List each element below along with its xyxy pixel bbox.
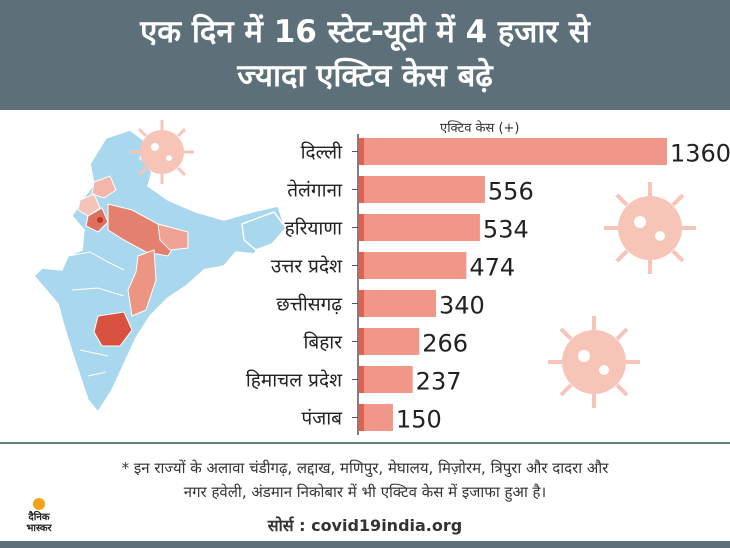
bar-value-label: 556	[488, 178, 534, 206]
bar-edge	[359, 290, 364, 317]
bar-edge	[359, 328, 364, 355]
logo-text-line-1: दैनिक	[28, 512, 50, 523]
bar-value-label: 1360	[670, 140, 730, 168]
bar-edge	[359, 214, 364, 241]
header-banner: एक दिन में 16 स्टेट-यूटी में 4 हजार से ज…	[0, 0, 730, 110]
chart-canvas: दिल्ली 1360 तेलंगाना 556 हरियाणा 534 उत्तर प्र…	[130, 120, 730, 435]
virus-icon	[130, 120, 194, 184]
bar	[359, 138, 667, 165]
category-label: दिल्ली	[301, 141, 343, 164]
headline-line-2: ज्यादा एक्टिव केस बढ़े	[237, 58, 493, 94]
footnote: * इन राज्यों के अलावा चंडीगढ़, लद्दाख, म…	[40, 456, 690, 504]
chhattisgarh-highlight	[127, 249, 157, 317]
delhi-highlight	[97, 217, 103, 223]
footnote-line-2: नगर हवेली, अंडमान निकोबार में भी एक्टिव …	[183, 483, 547, 501]
dainik-bhaskar-logo: दैनिक भास्कर	[18, 498, 60, 534]
india-map-illustration	[32, 129, 287, 414]
northeast-region	[241, 211, 287, 251]
bar-edge	[359, 176, 364, 203]
footer-divider	[0, 442, 730, 444]
virus-icon	[548, 316, 640, 408]
bar	[359, 176, 485, 203]
bar-edge	[359, 366, 364, 393]
category-label: छत्तीसगढ़	[276, 293, 342, 316]
uttar-pradesh-highlight	[107, 203, 179, 257]
state-borders	[67, 251, 125, 377]
bar	[359, 290, 436, 317]
category-label: उत्तर प्रदेश	[271, 255, 343, 278]
category-label: तेलंगाना	[287, 179, 343, 202]
active-cases-bar-chart: दिल्ली 1360 तेलंगाना 556 हरियाणा 534 उत्तर प्र…	[0, 110, 730, 440]
bar	[359, 366, 413, 393]
bar-edge	[359, 404, 364, 431]
bar-value-label: 474	[469, 254, 515, 282]
bar-value-label: 150	[396, 406, 442, 434]
bottom-bar	[0, 541, 730, 548]
bar-value-label: 534	[483, 216, 529, 244]
headline-line-1: एक दिन में 16 स्टेट-यूटी में 4 हजार से	[140, 14, 590, 50]
virus-icon	[604, 182, 696, 274]
category-label: बिहार	[303, 331, 343, 354]
category-label: हरियाणा	[285, 217, 343, 240]
bar	[359, 328, 420, 355]
footnote-line-1: * इन राज्यों के अलावा चंडीगढ़, लद्दाख, म…	[121, 459, 609, 477]
telangana-highlight	[93, 311, 133, 347]
bar	[359, 252, 467, 279]
chart-axis-title: एक्टिव केस (+)	[440, 121, 520, 136]
source-credit: सोर्स : covid19india.org	[267, 516, 463, 535]
logo-sun-icon	[33, 498, 45, 510]
logo-text-line-2: भास्कर	[26, 523, 52, 534]
bar	[359, 214, 480, 241]
bar-value-label: 237	[416, 368, 462, 396]
bar-value-label: 266	[422, 330, 468, 358]
bar-value-label: 340	[439, 292, 485, 320]
bar-edge	[359, 252, 364, 279]
bar-edge	[359, 138, 364, 165]
category-label: पंजाब	[301, 408, 343, 430]
himachal-highlight	[91, 175, 117, 199]
bihar-highlight	[157, 223, 189, 251]
category-label: हिमाचल प्रदेश	[246, 369, 343, 392]
bar	[359, 404, 393, 431]
